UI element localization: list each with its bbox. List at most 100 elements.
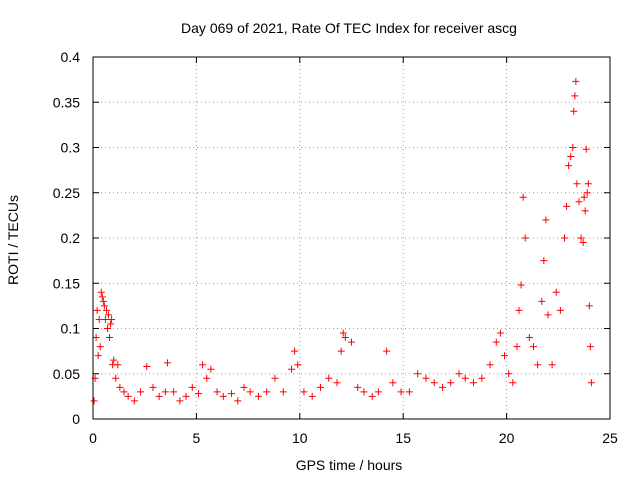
data-point — [188, 383, 196, 391]
data-point — [496, 329, 504, 337]
data-point — [234, 397, 242, 405]
data-point — [414, 370, 422, 378]
data-point — [99, 297, 107, 305]
y-axis-label: ROTI / TECUs — [5, 195, 21, 285]
data-point — [542, 216, 550, 224]
data-point — [563, 202, 571, 210]
data-point — [561, 234, 569, 242]
data-point — [246, 388, 254, 396]
data-point — [577, 234, 585, 242]
data-point — [572, 77, 580, 85]
x-tick-label: 5 — [193, 430, 201, 446]
data-point — [501, 352, 509, 360]
x-axis-label: GPS time / hours — [296, 457, 403, 473]
y-tick-label: 0.35 — [53, 94, 80, 110]
data-point — [348, 338, 355, 346]
data-point — [587, 379, 595, 387]
data-point — [308, 392, 316, 400]
data-point — [90, 397, 98, 405]
data-point — [571, 92, 579, 100]
data-point — [461, 374, 469, 382]
data-point — [207, 365, 215, 373]
data-point — [360, 388, 368, 396]
data-point — [143, 363, 151, 371]
data-point — [288, 365, 296, 373]
data-point — [567, 153, 575, 161]
data-point — [552, 288, 560, 296]
chart-title: Day 069 of 2021, Rate Of TEC Index for r… — [181, 20, 517, 36]
data-point — [470, 379, 478, 387]
data-point — [176, 397, 184, 405]
data-point — [548, 361, 556, 369]
data-point — [94, 352, 102, 360]
data-point — [182, 392, 190, 400]
data-point — [333, 379, 341, 387]
data-point — [120, 388, 128, 396]
data-point — [486, 361, 494, 369]
data-point — [478, 374, 486, 382]
y-tick-label: 0.15 — [53, 275, 80, 291]
x-tick-label: 10 — [292, 430, 308, 446]
data-point — [194, 390, 202, 398]
data-point — [492, 338, 500, 346]
data-point — [219, 392, 227, 400]
data-point — [422, 374, 430, 382]
data-point — [155, 392, 163, 400]
data-point — [368, 392, 376, 400]
y-tick-label: 0.4 — [61, 49, 81, 65]
data-point — [114, 361, 122, 369]
axis-ticks — [92, 56, 611, 420]
data-point — [93, 306, 101, 314]
data-point — [579, 239, 587, 247]
data-point — [397, 388, 405, 396]
data-point — [581, 207, 589, 215]
data-point — [582, 145, 590, 153]
data-point — [575, 198, 583, 206]
data-point — [96, 343, 104, 351]
y-tick-label: 0.25 — [53, 185, 80, 201]
data-point — [124, 392, 132, 400]
data-point — [585, 302, 593, 310]
data-point — [161, 388, 169, 396]
data-point — [341, 334, 349, 342]
data-point — [540, 257, 548, 265]
data-point — [570, 107, 578, 115]
data-point — [354, 383, 362, 391]
data-point — [383, 347, 391, 355]
y-tick-label: 0.2 — [61, 230, 81, 246]
data-point — [339, 329, 347, 337]
data-point — [584, 180, 592, 188]
data-point — [137, 388, 145, 396]
plot-frame — [92, 56, 611, 420]
x-tick-labels: 0 5 10 15 20 25 — [89, 430, 618, 446]
data-point — [228, 390, 236, 398]
data-point — [583, 189, 591, 197]
data-point — [515, 306, 523, 314]
x-tick-label: 25 — [602, 430, 618, 446]
data-point — [538, 297, 546, 305]
data-point — [105, 311, 113, 319]
data-point — [107, 320, 115, 328]
data-point — [116, 383, 124, 391]
data-point — [316, 383, 324, 391]
data-point — [337, 347, 345, 355]
data-point — [199, 361, 207, 369]
data-point — [519, 193, 527, 201]
data-point — [573, 180, 581, 188]
data-point — [529, 343, 537, 351]
data-point — [95, 315, 103, 323]
data-point — [521, 234, 529, 242]
data-point — [279, 388, 287, 396]
data-point — [271, 374, 279, 382]
data-point — [505, 370, 513, 378]
data-point — [92, 334, 100, 342]
data-point — [325, 374, 333, 382]
data-point — [110, 356, 118, 364]
data-point — [170, 388, 178, 396]
data-point — [580, 193, 588, 201]
data-point — [565, 162, 573, 170]
data-point — [525, 334, 533, 342]
data-point — [100, 302, 108, 310]
data-point — [438, 383, 446, 391]
